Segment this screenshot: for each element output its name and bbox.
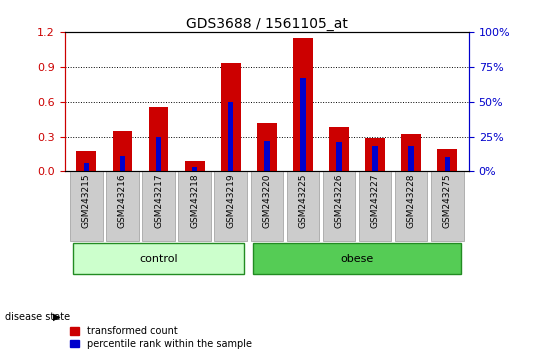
Bar: [264, 141, 270, 171]
FancyBboxPatch shape: [395, 171, 427, 241]
FancyBboxPatch shape: [70, 171, 102, 241]
Bar: [149, 108, 169, 171]
Text: control: control: [139, 254, 178, 264]
Text: GSM243225: GSM243225: [299, 173, 307, 228]
Text: GSM243218: GSM243218: [190, 173, 199, 228]
Bar: [437, 149, 457, 171]
Text: GSM243226: GSM243226: [335, 173, 343, 228]
Text: obese: obese: [341, 254, 374, 264]
Bar: [401, 134, 421, 171]
Text: GSM243228: GSM243228: [407, 173, 416, 228]
Text: GSM243227: GSM243227: [371, 173, 379, 228]
Bar: [257, 122, 277, 171]
Text: GSM243219: GSM243219: [226, 173, 235, 228]
Bar: [445, 158, 450, 171]
FancyBboxPatch shape: [215, 171, 247, 241]
Bar: [228, 102, 233, 171]
FancyBboxPatch shape: [142, 171, 175, 241]
Bar: [84, 163, 89, 171]
FancyBboxPatch shape: [178, 171, 211, 241]
FancyBboxPatch shape: [106, 171, 139, 241]
Text: GSM243215: GSM243215: [82, 173, 91, 228]
Bar: [336, 142, 342, 171]
FancyBboxPatch shape: [253, 243, 461, 274]
Text: GSM243275: GSM243275: [443, 173, 452, 228]
Text: ▶: ▶: [53, 312, 60, 322]
FancyBboxPatch shape: [359, 171, 391, 241]
Bar: [409, 146, 414, 171]
Text: disease state: disease state: [5, 312, 71, 322]
Title: GDS3688 / 1561105_at: GDS3688 / 1561105_at: [186, 17, 348, 31]
Bar: [192, 167, 197, 171]
Bar: [329, 127, 349, 171]
Text: GSM243217: GSM243217: [154, 173, 163, 228]
Bar: [185, 161, 204, 171]
Bar: [221, 63, 240, 171]
Bar: [113, 131, 133, 171]
FancyBboxPatch shape: [287, 171, 319, 241]
Bar: [300, 78, 306, 171]
Legend: transformed count, percentile rank within the sample: transformed count, percentile rank withi…: [70, 326, 252, 349]
FancyBboxPatch shape: [73, 243, 244, 274]
Bar: [372, 146, 378, 171]
Bar: [293, 38, 313, 171]
Bar: [120, 156, 125, 171]
Bar: [77, 150, 96, 171]
FancyBboxPatch shape: [431, 171, 464, 241]
Text: GSM243220: GSM243220: [262, 173, 271, 228]
FancyBboxPatch shape: [251, 171, 283, 241]
FancyBboxPatch shape: [323, 171, 355, 241]
Text: GSM243216: GSM243216: [118, 173, 127, 228]
Bar: [156, 137, 161, 171]
Bar: [365, 138, 385, 171]
